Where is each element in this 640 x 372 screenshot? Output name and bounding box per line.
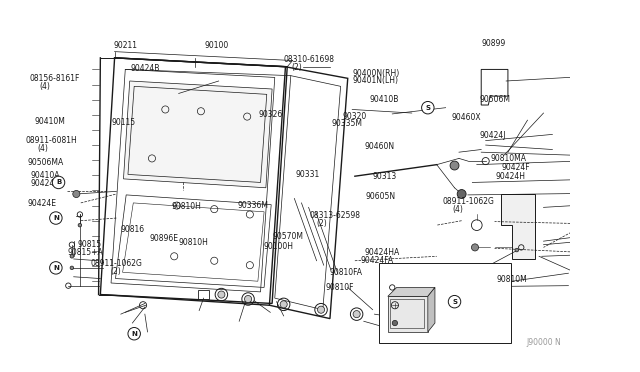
Text: 90100: 90100: [205, 41, 229, 50]
Text: (4): (4): [452, 205, 463, 214]
Circle shape: [392, 320, 397, 326]
Polygon shape: [388, 288, 435, 296]
Text: J90000 N: J90000 N: [527, 338, 561, 347]
Text: 08310-61698: 08310-61698: [283, 55, 334, 64]
Circle shape: [457, 190, 466, 198]
Text: 90810H: 90810H: [179, 238, 208, 247]
Circle shape: [515, 248, 518, 252]
Text: 08911-6081H: 08911-6081H: [26, 136, 77, 145]
Text: 90424H: 90424H: [495, 172, 525, 181]
Text: 90410B: 90410B: [369, 95, 399, 104]
Text: 90211: 90211: [113, 41, 138, 50]
Circle shape: [78, 223, 82, 227]
Circle shape: [244, 295, 252, 302]
Text: 90335M: 90335M: [331, 119, 362, 128]
Bar: [198, 290, 209, 299]
Text: 90424B: 90424B: [131, 64, 160, 73]
Text: 90815: 90815: [77, 240, 102, 249]
Text: 08911-1062G: 08911-1062G: [90, 259, 142, 268]
Text: 90424FA: 90424FA: [360, 256, 394, 265]
Text: N: N: [53, 265, 59, 271]
Text: 08911-1062G: 08911-1062G: [442, 198, 494, 206]
Text: 90424HA: 90424HA: [364, 248, 399, 257]
Text: 90816: 90816: [120, 225, 145, 234]
Polygon shape: [124, 81, 272, 188]
Circle shape: [52, 176, 65, 189]
Text: 90410A: 90410A: [30, 171, 60, 180]
Circle shape: [472, 244, 479, 251]
Text: (2): (2): [291, 63, 302, 72]
Polygon shape: [500, 194, 534, 259]
Circle shape: [70, 254, 74, 258]
Text: 90336M: 90336M: [237, 201, 268, 210]
Text: 90896E: 90896E: [150, 234, 179, 243]
Text: 90313: 90313: [372, 171, 396, 180]
Text: S: S: [452, 299, 457, 305]
Text: 90424J: 90424J: [479, 131, 506, 140]
Text: 90506MA: 90506MA: [28, 158, 64, 167]
Text: 90810F: 90810F: [325, 283, 354, 292]
Text: (4): (4): [40, 82, 51, 91]
Circle shape: [353, 311, 360, 318]
Circle shape: [450, 161, 459, 170]
Text: 08156-8161F: 08156-8161F: [29, 74, 79, 83]
Text: 90506M: 90506M: [479, 95, 510, 104]
Circle shape: [50, 212, 62, 224]
Polygon shape: [388, 296, 428, 332]
Circle shape: [317, 306, 324, 313]
Text: 90810H: 90810H: [172, 202, 202, 211]
Circle shape: [448, 295, 461, 308]
Text: 90410M: 90410M: [35, 117, 66, 126]
Text: N: N: [131, 331, 137, 337]
Text: 90815+A: 90815+A: [68, 248, 104, 257]
Text: B: B: [56, 179, 61, 185]
Text: S: S: [426, 105, 430, 111]
Polygon shape: [428, 288, 435, 332]
Circle shape: [280, 301, 287, 308]
Text: 90460N: 90460N: [364, 142, 394, 151]
Text: 90401N(LH): 90401N(LH): [353, 76, 399, 85]
Text: 90570M: 90570M: [273, 232, 304, 241]
Text: 90331: 90331: [296, 170, 320, 179]
Circle shape: [218, 291, 225, 298]
Circle shape: [50, 262, 62, 274]
Text: 90899: 90899: [482, 39, 506, 48]
Text: 90320: 90320: [342, 112, 367, 121]
Text: 90424P: 90424P: [30, 179, 59, 188]
Circle shape: [128, 327, 140, 340]
Text: 90424E: 90424E: [28, 199, 56, 208]
Text: (2): (2): [317, 219, 328, 228]
Text: 90605N: 90605N: [365, 192, 396, 201]
Circle shape: [70, 266, 74, 270]
Circle shape: [422, 102, 434, 114]
Text: N: N: [53, 215, 59, 221]
Text: 90326: 90326: [258, 110, 282, 119]
Text: (2): (2): [110, 267, 121, 276]
Text: 08313-62598: 08313-62598: [309, 211, 360, 219]
Text: 90810MA: 90810MA: [490, 154, 527, 163]
Text: 90810M: 90810M: [496, 275, 527, 284]
Circle shape: [73, 190, 80, 198]
Text: 90400N(RH): 90400N(RH): [353, 69, 400, 78]
Text: 90115: 90115: [112, 118, 136, 127]
Text: (4): (4): [38, 144, 49, 153]
Bar: [379, 263, 511, 343]
Text: 90100H: 90100H: [264, 242, 294, 251]
Text: 90810FA: 90810FA: [330, 268, 363, 277]
Text: 90460X: 90460X: [452, 113, 481, 122]
Text: 90424F: 90424F: [502, 163, 531, 172]
